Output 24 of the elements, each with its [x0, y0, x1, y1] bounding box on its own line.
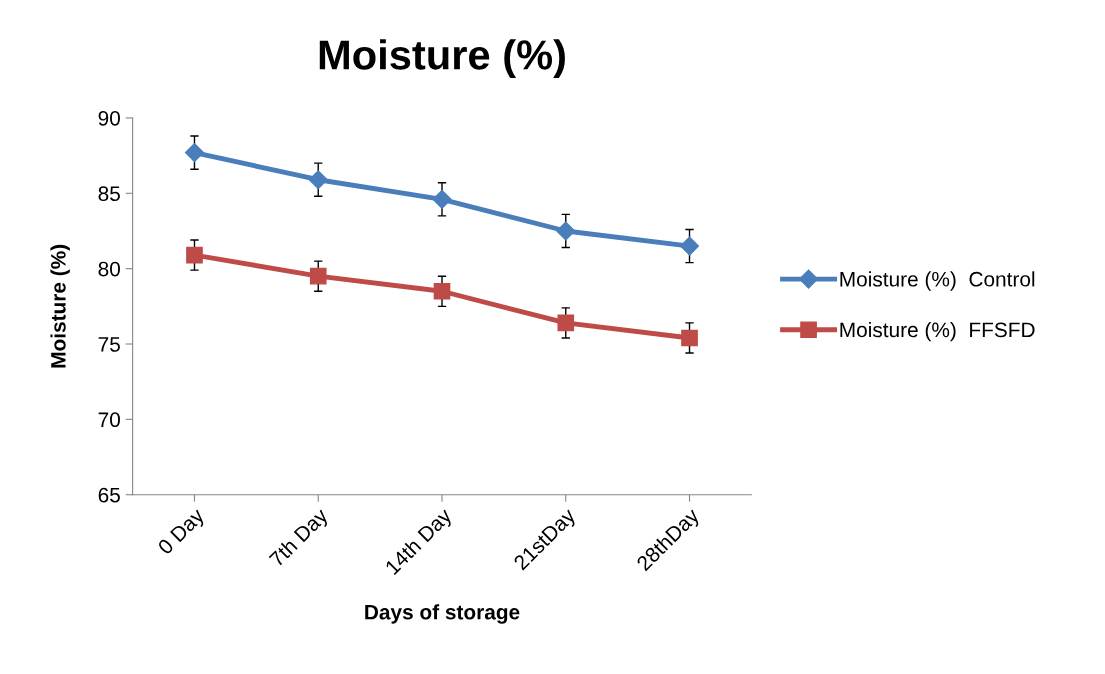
- point: [556, 221, 576, 241]
- point: [679, 236, 700, 256]
- point: [432, 189, 452, 209]
- point: [184, 143, 205, 163]
- x-tick-label: 14th Day: [384, 506, 456, 579]
- y-tick-label: 70: [98, 412, 120, 428]
- y-tick-label: 80: [98, 261, 120, 277]
- chart-title: Moisture (%): [319, 39, 565, 78]
- y-axis-title: Moisture (%): [50, 244, 70, 368]
- x-tick-label: 0 Day: [156, 506, 209, 559]
- x-tick-label: 7th Day: [268, 506, 332, 571]
- point: [557, 314, 575, 332]
- y-tick-label: 75: [98, 337, 120, 352]
- point: [681, 329, 698, 347]
- point: [186, 246, 203, 264]
- point: [309, 267, 327, 285]
- legend-label: Moisture (%) Control: [840, 271, 1035, 291]
- point: [433, 282, 451, 300]
- legend-label: Moisture (%) FFSFD: [840, 321, 1035, 342]
- y-tick-label: 90: [98, 110, 120, 126]
- y-tick-label: 85: [98, 186, 120, 202]
- y-tick-label: 65: [98, 487, 120, 503]
- point: [308, 170, 328, 190]
- x-axis-title: Days of storage: [365, 604, 520, 624]
